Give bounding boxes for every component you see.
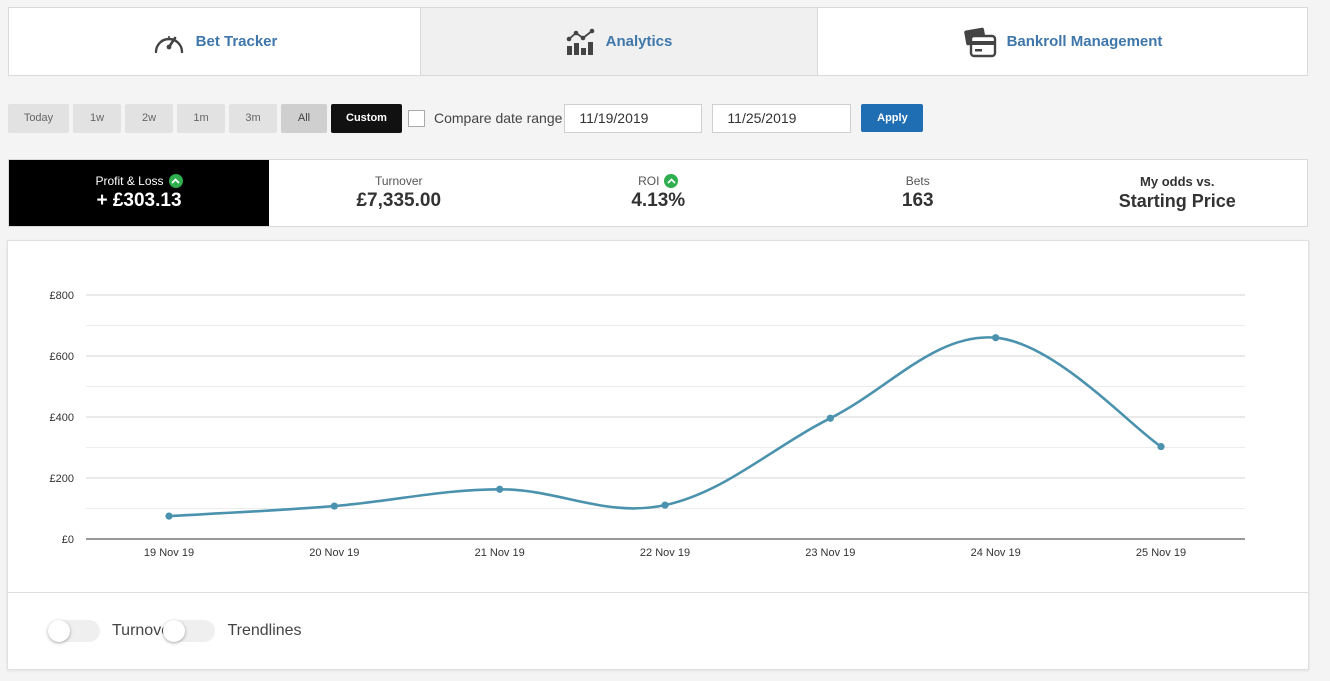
tab-analytics[interactable]: Analytics <box>421 8 818 75</box>
tab-bet-tracker-label: Bet Tracker <box>195 33 278 50</box>
chart-toggles: Turnover Trendlines <box>48 620 302 642</box>
range-today-button[interactable]: Today <box>8 103 69 133</box>
x-tick-label: 21 Nov 19 <box>475 547 525 559</box>
compare-date-range-checkbox[interactable] <box>408 109 425 127</box>
stat-profit-loss-label: Profit & Loss <box>95 174 164 188</box>
data-point <box>496 485 504 493</box>
range-all-button[interactable]: All <box>281 103 327 133</box>
series-line <box>168 336 1162 518</box>
stat-turnover-label: Turnover <box>374 174 423 188</box>
turnover-toggle-label: Turnover <box>112 622 176 639</box>
x-tick-label: 22 Nov 19 <box>640 547 690 559</box>
date-from-input[interactable] <box>564 103 703 133</box>
y-tick-label: £400 <box>50 412 74 424</box>
main-nav: Bet Tracker Analytics <box>8 7 1308 76</box>
y-tick-label: £600 <box>50 351 74 363</box>
y-tick-label: £800 <box>50 290 74 302</box>
data-point <box>165 512 173 520</box>
stats-bar: Profit & Loss + £303.13 Turnover £7,335.… <box>8 159 1308 227</box>
date-to-input[interactable] <box>712 103 852 133</box>
tab-analytics-label: Analytics <box>605 33 673 50</box>
stat-roi-label: ROI <box>638 174 660 188</box>
tab-bankroll-management-label: Bankroll Management <box>1006 33 1163 50</box>
stat-odds-value: Starting Price <box>1118 191 1236 211</box>
data-point <box>826 414 834 422</box>
data-point <box>992 334 1000 342</box>
tab-bet-tracker[interactable]: Bet Tracker <box>9 8 421 75</box>
x-tick-label: 25 Nov 19 <box>1136 547 1186 559</box>
range-custom-button[interactable]: Custom <box>331 103 402 133</box>
stat-bets-value: 163 <box>901 190 934 211</box>
data-point <box>330 502 338 510</box>
stat-odds-vs-sp[interactable]: My odds vs. Starting Price <box>1048 160 1308 226</box>
stat-roi[interactable]: ROI 4.13% <box>529 160 789 226</box>
trendlines-toggle-label: Trendlines <box>227 622 302 639</box>
chart-card: £0 £200 £400 £600 £800 19 Nov 19 20 Nov 19 21 N… <box>7 240 1309 670</box>
profit-loss-line-chart: £0 £200 £400 £600 £800 19 Nov 19 20 Nov 19 21 N… <box>50 290 1245 559</box>
y-tick-label: £0 <box>62 534 74 546</box>
data-point <box>1157 442 1165 451</box>
wallet-cards-icon <box>963 26 997 58</box>
chart-divider <box>8 592 1308 593</box>
analytics-chart-icon <box>566 28 596 56</box>
x-tick-label: 24 Nov 19 <box>971 547 1021 559</box>
turnover-toggle[interactable] <box>48 620 100 642</box>
data-point <box>661 501 669 509</box>
stat-profit-loss[interactable]: Profit & Loss + £303.13 <box>9 160 269 226</box>
stat-profit-loss-value: + £303.13 <box>96 190 182 211</box>
stat-odds-label: My odds vs. <box>1140 174 1215 189</box>
trend-up-icon <box>664 174 679 188</box>
x-tick-label: 20 Nov 19 <box>309 547 359 559</box>
tab-bankroll-management[interactable]: Bankroll Management <box>818 8 1307 75</box>
stat-turnover-value: £7,335.00 <box>356 190 442 211</box>
toggle-knob <box>163 620 186 642</box>
range-3m-button[interactable]: 3m <box>229 103 277 133</box>
toggle-knob <box>48 620 70 642</box>
apply-button[interactable]: Apply <box>861 104 924 132</box>
date-filter-bar: Today 1w 2w 1m 3m All Custom Compare dat… <box>8 103 924 133</box>
range-2w-button[interactable]: 2w <box>125 103 173 133</box>
range-1m-button[interactable]: 1m <box>177 103 225 133</box>
speedometer-icon <box>152 28 186 56</box>
range-1w-button[interactable]: 1w <box>73 103 121 133</box>
stat-bets-label: Bets <box>905 174 930 188</box>
trendlines-toggle[interactable] <box>163 620 216 642</box>
x-tick-label: 23 Nov 19 <box>805 547 855 559</box>
x-tick-label: 19 Nov 19 <box>144 547 194 559</box>
stat-bets[interactable]: Bets 163 <box>788 160 1048 226</box>
stat-turnover[interactable]: Turnover £7,335.00 <box>269 160 529 226</box>
trend-up-icon <box>168 174 183 188</box>
y-tick-label: £200 <box>50 473 74 485</box>
stat-roi-value: 4.13% <box>631 190 686 211</box>
compare-date-range-label: Compare date range <box>434 110 563 126</box>
